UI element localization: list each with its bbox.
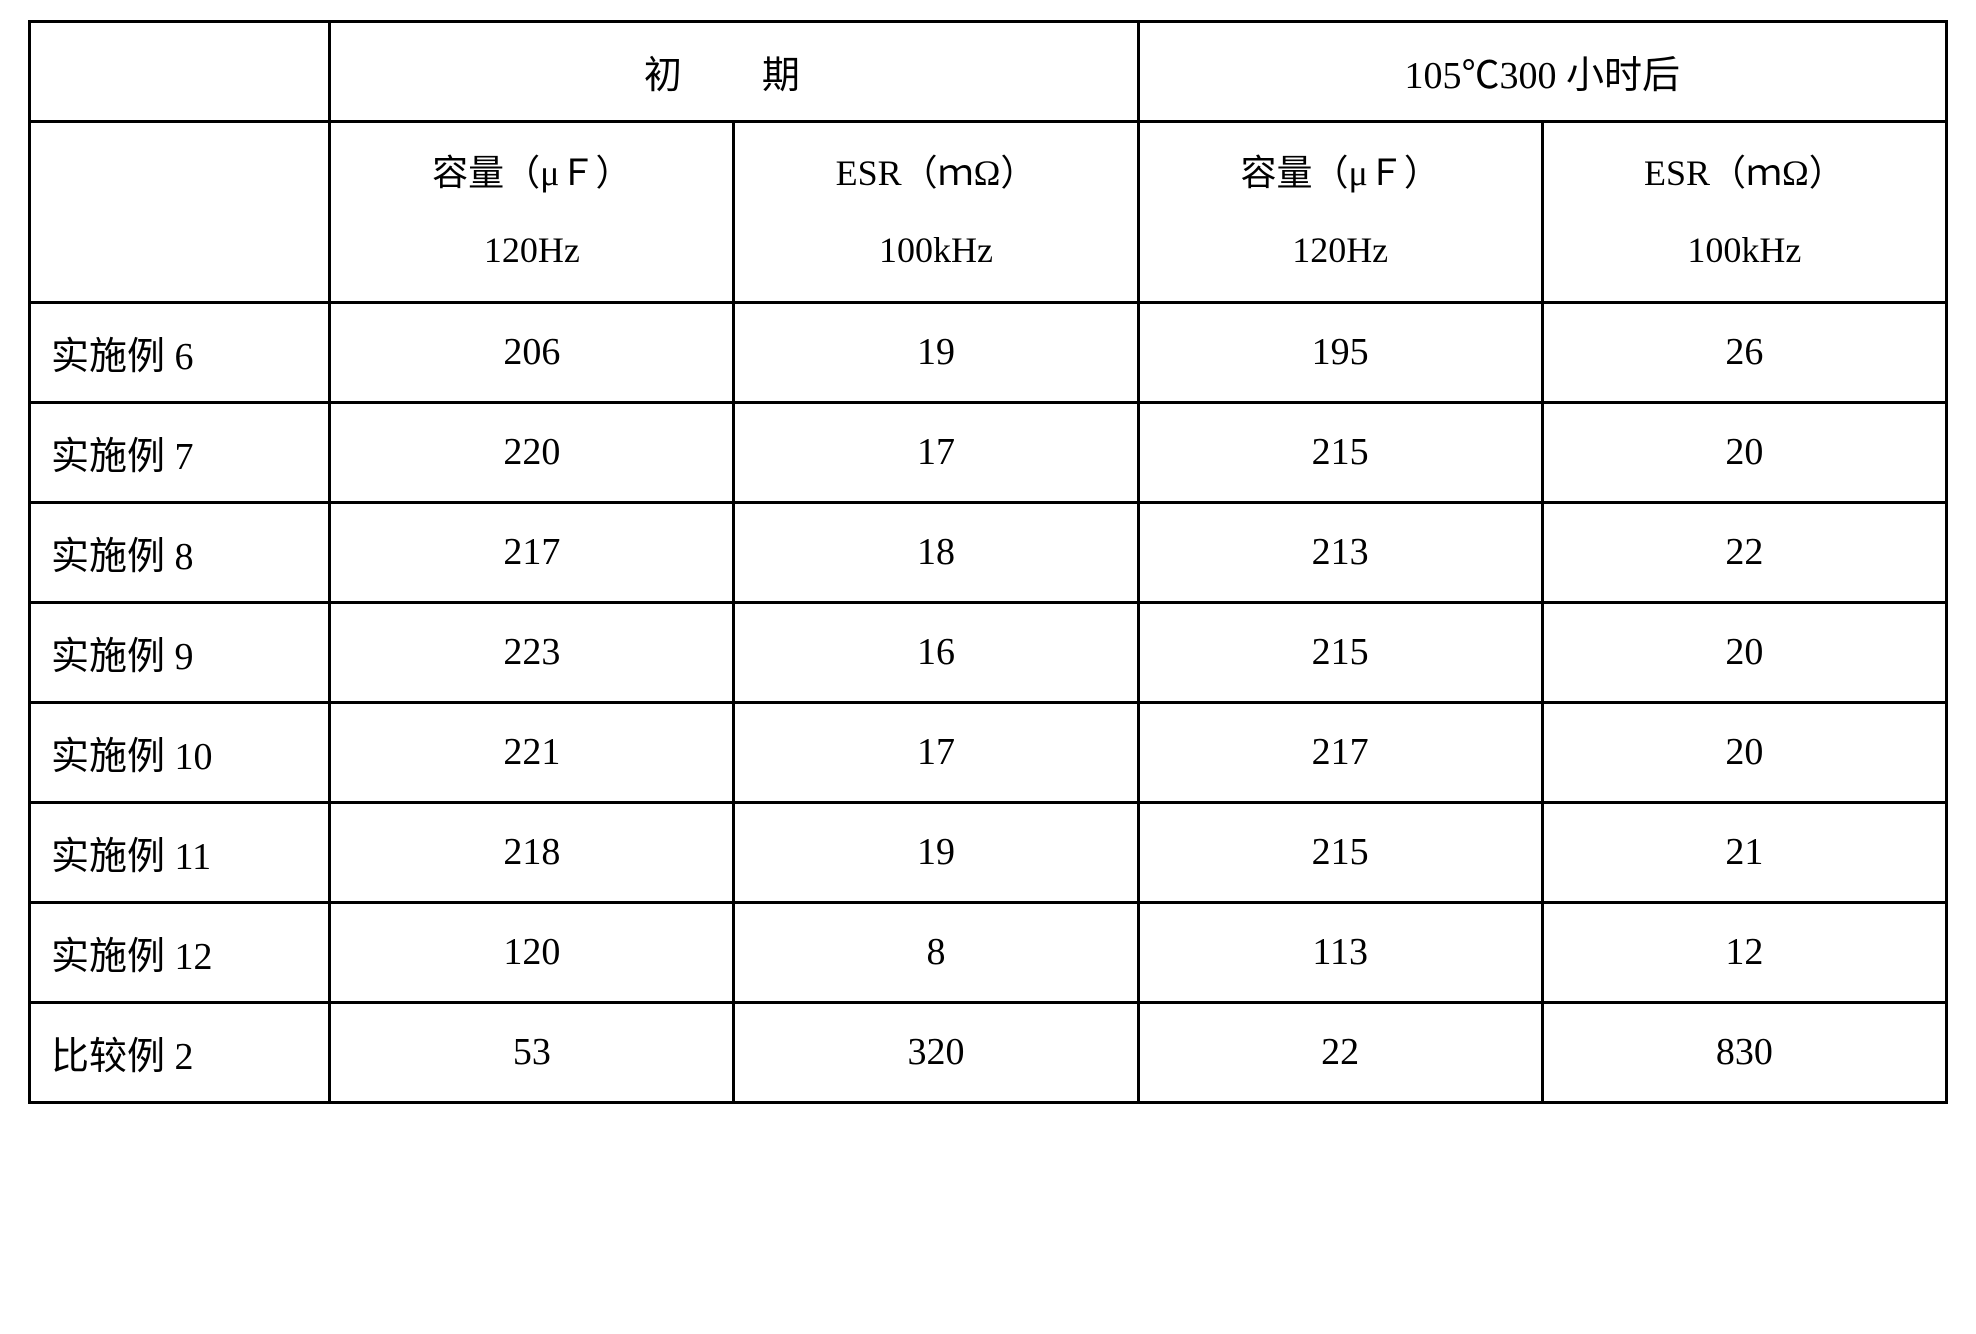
table-row: 比较例 2 53 320 22 830 (30, 1002, 1947, 1102)
subheader-after-esr: ESR（ｍΩ） 100kHz (1542, 122, 1946, 303)
subheader-empty-cell (30, 122, 330, 303)
cell-after-esr: 20 (1542, 602, 1946, 702)
cell-init-esr: 320 (734, 1002, 1138, 1102)
row-label: 实施例 11 (30, 802, 330, 902)
cell-after-esr: 22 (1542, 502, 1946, 602)
subheader-after-capacity: 容量（μＦ） 120Hz (1138, 122, 1542, 303)
cell-init-capacity: 218 (330, 802, 734, 902)
cell-init-capacity: 206 (330, 302, 734, 402)
table-row: 实施例 7 220 17 215 20 (30, 402, 1947, 502)
cell-after-capacity: 213 (1138, 502, 1542, 602)
subheader-init-esr: ESR（ｍΩ） 100kHz (734, 122, 1138, 303)
table-row: 实施例 6 206 19 195 26 (30, 302, 1947, 402)
table-row: 实施例 9 223 16 215 20 (30, 602, 1947, 702)
row-label: 实施例 7 (30, 402, 330, 502)
table-row: 实施例 12 120 8 113 12 (30, 902, 1947, 1002)
cell-init-capacity: 53 (330, 1002, 734, 1102)
cell-after-capacity: 22 (1138, 1002, 1542, 1102)
cell-init-capacity: 120 (330, 902, 734, 1002)
cell-init-esr: 19 (734, 302, 1138, 402)
esr-freq-2: 100kHz (1687, 218, 1801, 283)
esr-label: ESR（ｍΩ） (836, 141, 1037, 206)
cell-init-esr: 16 (734, 602, 1138, 702)
row-label: 实施例 12 (30, 902, 330, 1002)
cell-after-capacity: 215 (1138, 602, 1542, 702)
cell-after-esr: 26 (1542, 302, 1946, 402)
table-row: 实施例 10 221 17 217 20 (30, 702, 1947, 802)
cell-init-esr: 17 (734, 402, 1138, 502)
table-row: 实施例 8 217 18 213 22 (30, 502, 1947, 602)
capacity-freq: 120Hz (484, 218, 580, 283)
cell-after-esr: 830 (1542, 1002, 1946, 1102)
cell-after-esr: 20 (1542, 402, 1946, 502)
cell-after-capacity: 113 (1138, 902, 1542, 1002)
cell-after-capacity: 215 (1138, 802, 1542, 902)
cell-after-capacity: 217 (1138, 702, 1542, 802)
row-label: 实施例 10 (30, 702, 330, 802)
table-row: 实施例 11 218 19 215 21 (30, 802, 1947, 902)
cell-init-esr: 19 (734, 802, 1138, 902)
cell-after-esr: 21 (1542, 802, 1946, 902)
cell-init-capacity: 217 (330, 502, 734, 602)
row-label: 实施例 9 (30, 602, 330, 702)
header-after: 105℃300 小时后 (1138, 22, 1946, 122)
cell-init-esr: 17 (734, 702, 1138, 802)
esr-label-2: ESR（ｍΩ） (1644, 141, 1845, 206)
header-empty-cell (30, 22, 330, 122)
cell-init-capacity: 221 (330, 702, 734, 802)
data-table: 初期 105℃300 小时后 容量（μＦ） 120Hz ESR（ｍΩ） 100k… (28, 20, 1948, 1104)
cell-after-esr: 12 (1542, 902, 1946, 1002)
cell-init-capacity: 220 (330, 402, 734, 502)
cell-init-esr: 8 (734, 902, 1138, 1002)
subheader-init-capacity: 容量（μＦ） 120Hz (330, 122, 734, 303)
table-header-row-1: 初期 105℃300 小时后 (30, 22, 1947, 122)
table-header-row-2: 容量（μＦ） 120Hz ESR（ｍΩ） 100kHz 容量（μＦ） 120Hz… (30, 122, 1947, 303)
cell-after-capacity: 215 (1138, 402, 1542, 502)
row-label: 比较例 2 (30, 1002, 330, 1102)
cell-init-capacity: 223 (330, 602, 734, 702)
cell-after-capacity: 195 (1138, 302, 1542, 402)
header-initial: 初期 (330, 22, 1138, 122)
capacity-freq-2: 120Hz (1292, 218, 1388, 283)
row-label: 实施例 6 (30, 302, 330, 402)
cell-after-esr: 20 (1542, 702, 1946, 802)
capacity-label-2: 容量（μＦ） (1241, 141, 1440, 206)
row-label: 实施例 8 (30, 502, 330, 602)
cell-init-esr: 18 (734, 502, 1138, 602)
capacity-label: 容量（μＦ） (432, 141, 631, 206)
esr-freq: 100kHz (879, 218, 993, 283)
